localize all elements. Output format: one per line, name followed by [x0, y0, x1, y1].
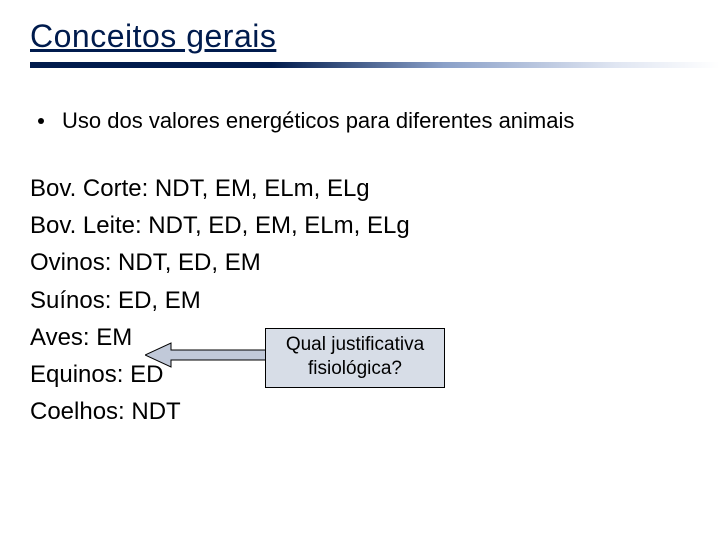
list-item: Ovinos: NDT, ED, EM [30, 244, 410, 281]
list-item: Suínos: ED, EM [30, 282, 410, 319]
title-underline-bar [30, 62, 720, 68]
list-item: Coelhos: NDT [30, 393, 410, 430]
bullet-text: Uso dos valores energéticos para diferen… [62, 108, 574, 134]
list-item: Bov. Leite: NDT, ED, EM, ELm, ELg [30, 207, 410, 244]
callout-box: Qual justificativa fisiológica? [265, 328, 445, 388]
callout-line2: fisiológica? [272, 357, 438, 381]
list-item: Bov. Corte: NDT, EM, ELm, ELg [30, 170, 410, 207]
arrow-shape [145, 343, 267, 367]
arrow-left-icon [145, 342, 267, 368]
slide-title: Conceitos gerais [30, 18, 276, 55]
callout-line1: Qual justificativa [272, 333, 438, 357]
body-list: Bov. Corte: NDT, EM, ELm, ELg Bov. Leite… [30, 170, 410, 430]
bullet-row: Uso dos valores energéticos para diferen… [38, 108, 574, 134]
bullet-dot-icon [38, 118, 44, 124]
